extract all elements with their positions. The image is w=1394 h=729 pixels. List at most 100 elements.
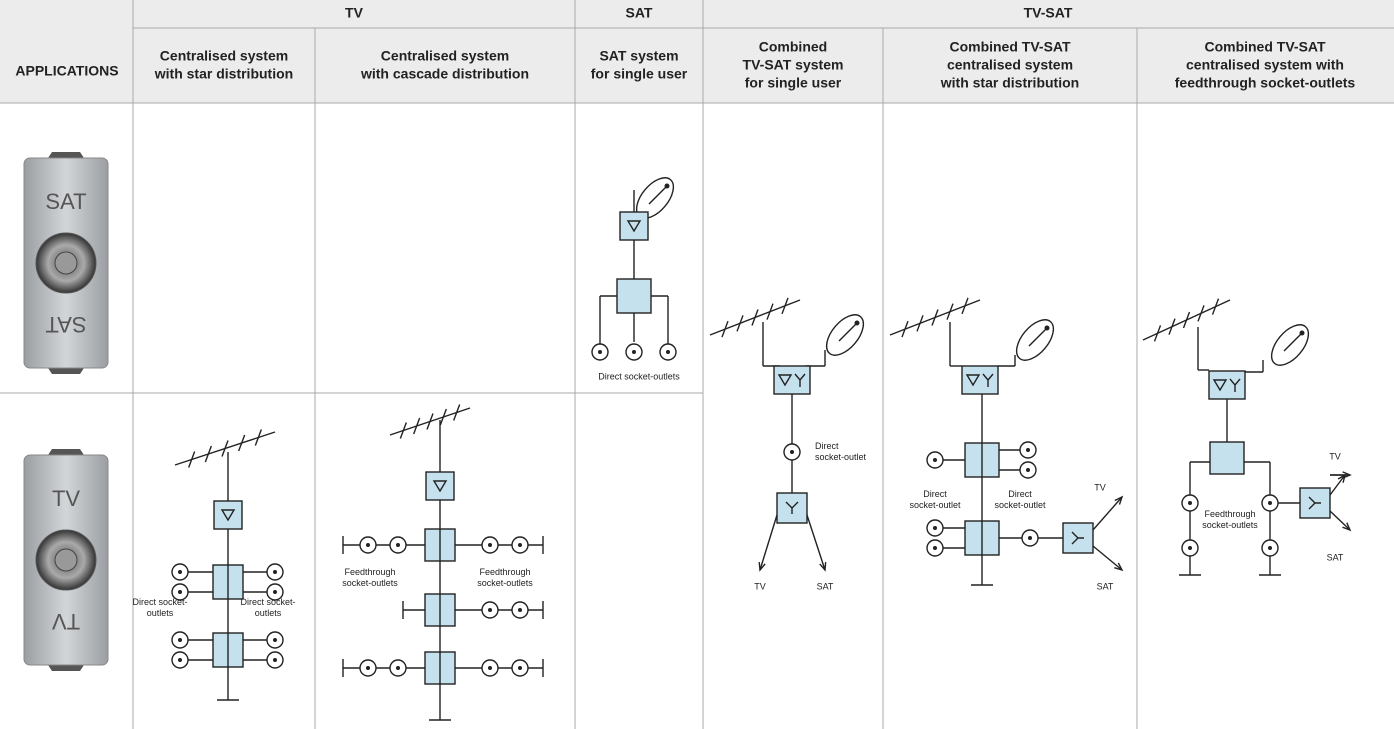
wire [1329, 474, 1346, 496]
wire [916, 315, 924, 332]
outlet-dot [396, 666, 400, 670]
wire [204, 445, 212, 463]
outlet-dot [933, 546, 937, 550]
arrow-head [1342, 522, 1352, 532]
wire [1182, 311, 1191, 329]
diagram-label: socket-outlets [342, 578, 398, 588]
diagram-label: Direct socket- [132, 597, 187, 607]
wire [946, 303, 954, 320]
box [1208, 370, 1246, 400]
wire [1028, 327, 1048, 347]
diagram-label: Direct socket- [240, 597, 295, 607]
wire [413, 417, 421, 435]
diagram-label: Feedthrough [1204, 509, 1255, 519]
outlet-dot [178, 590, 182, 594]
wire [238, 434, 246, 452]
outlet-dot [396, 543, 400, 547]
wire [721, 320, 729, 338]
wire [1092, 545, 1123, 571]
outlet-dot [933, 526, 937, 530]
wire [426, 413, 434, 430]
column-header: Centralised system [160, 48, 288, 64]
outlet-dot [1268, 501, 1272, 505]
diagram-label: socket-outlets [1202, 520, 1258, 530]
diagram-label: Feedthrough [344, 567, 395, 577]
column-header: for single user [745, 75, 842, 91]
device-label: TV [52, 486, 80, 511]
diagram-label: Direct socket-outlets [598, 371, 680, 381]
box [961, 365, 999, 395]
feed [664, 183, 670, 189]
diagram-label: Feedthrough [479, 567, 530, 577]
wire [254, 429, 262, 446]
box [616, 278, 652, 314]
outlet-dot [1268, 546, 1272, 550]
amp-symbol [626, 220, 642, 233]
mix-symbol [1229, 378, 1241, 392]
column-header: for single user [591, 66, 688, 82]
wire [1197, 305, 1205, 322]
diagram-label: outlets [147, 608, 174, 618]
outlet-dot [933, 458, 937, 462]
wire [1329, 510, 1351, 531]
arrow-head [1114, 495, 1124, 505]
device-label: SAT [45, 189, 86, 214]
group-header: TV-SAT [1024, 5, 1073, 21]
wire [399, 422, 407, 439]
diagram-label: TV [1094, 482, 1106, 492]
column-header: Combined TV-SAT [949, 39, 1071, 55]
split-symbol [785, 501, 799, 514]
diagram-label: SAT [1327, 552, 1344, 562]
diagram-label: Direct [815, 441, 839, 451]
wire [221, 440, 229, 457]
outlet-dot [632, 350, 636, 354]
column-header: Combined TV-SAT [1204, 39, 1326, 55]
amp-symbol [432, 480, 448, 493]
outlet-dot [366, 543, 370, 547]
wire [1211, 298, 1220, 315]
arrow-head [1114, 562, 1124, 572]
wire [736, 315, 744, 332]
outlet-dot [178, 658, 182, 662]
feed [1044, 325, 1050, 331]
diagrams [171, 177, 1352, 721]
outlet-dot [790, 450, 794, 454]
box [425, 471, 455, 501]
outlet-dot [1188, 546, 1192, 550]
amp-symbol [777, 374, 793, 387]
box [213, 500, 243, 530]
amp-symbol [1212, 379, 1228, 392]
dish [1270, 324, 1310, 366]
outlet-dot [488, 543, 492, 547]
wire [1168, 318, 1176, 335]
diagram-label: socket-outlet [909, 500, 961, 510]
outlet-dot [518, 543, 522, 547]
wire [961, 297, 969, 315]
column-header: TV-SAT system [743, 57, 844, 73]
outlet-dot [273, 638, 277, 642]
wire [931, 309, 939, 326]
wire [806, 514, 826, 571]
outlet-dot [1028, 536, 1032, 540]
wire [759, 514, 778, 571]
wire [1283, 332, 1303, 352]
column-header: with star distribution [154, 66, 293, 82]
outlet-dot [273, 658, 277, 662]
outlet-dot [273, 570, 277, 574]
diagram-label: outlets [255, 608, 282, 618]
wire [751, 309, 759, 326]
wire [648, 185, 668, 205]
box [619, 211, 649, 241]
device-label-inverted: TV [52, 609, 80, 634]
wire [1153, 325, 1162, 342]
wire [1092, 496, 1123, 531]
column-header: feedthrough socket-outlets [1175, 75, 1356, 91]
wire [453, 404, 461, 421]
outlet-dot [488, 608, 492, 612]
split-symbol [1071, 531, 1084, 545]
diagram-label: TV [1329, 451, 1341, 461]
header-bg [0, 0, 1394, 103]
socket-core [54, 548, 78, 572]
column-header: centralised system [947, 57, 1073, 73]
